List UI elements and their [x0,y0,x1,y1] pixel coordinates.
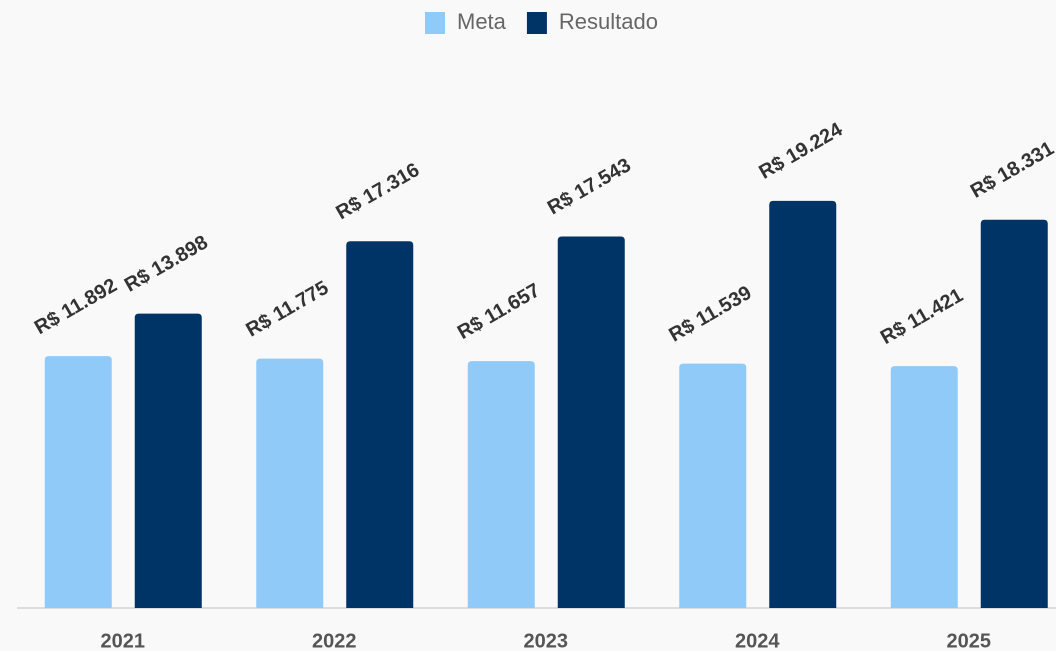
bar [557,236,625,608]
bar [44,356,112,608]
x-tick-label: 2024 [735,630,780,651]
legend-label: Meta [457,9,507,34]
legend-swatch [526,12,547,34]
data-label: R$ 13.898 [121,231,212,296]
bar [980,219,1048,608]
legend-label: Resultado [559,9,658,34]
data-label: R$ 11.657 [454,279,544,344]
data-label: R$ 11.421 [877,284,967,349]
x-tick-label: 2022 [312,630,357,651]
x-tick-label: 2021 [101,630,146,651]
bar [256,358,324,608]
bar [346,241,414,608]
data-label: R$ 17.543 [544,154,635,219]
data-label: R$ 17.316 [332,159,423,224]
bar [679,363,747,608]
data-label: R$ 11.892 [31,274,121,339]
bar [134,313,202,608]
legend-swatch [425,12,445,34]
x-tick-label: 2025 [947,630,992,651]
x-tick-label: 2023 [524,630,569,651]
data-label: R$ 18.331 [967,137,1056,202]
data-label: R$ 11.775 [242,277,332,342]
bar [890,366,958,608]
data-label: R$ 11.539 [665,282,755,347]
bar [467,361,535,608]
data-label: R$ 19.224 [755,118,847,184]
bar [769,200,837,608]
